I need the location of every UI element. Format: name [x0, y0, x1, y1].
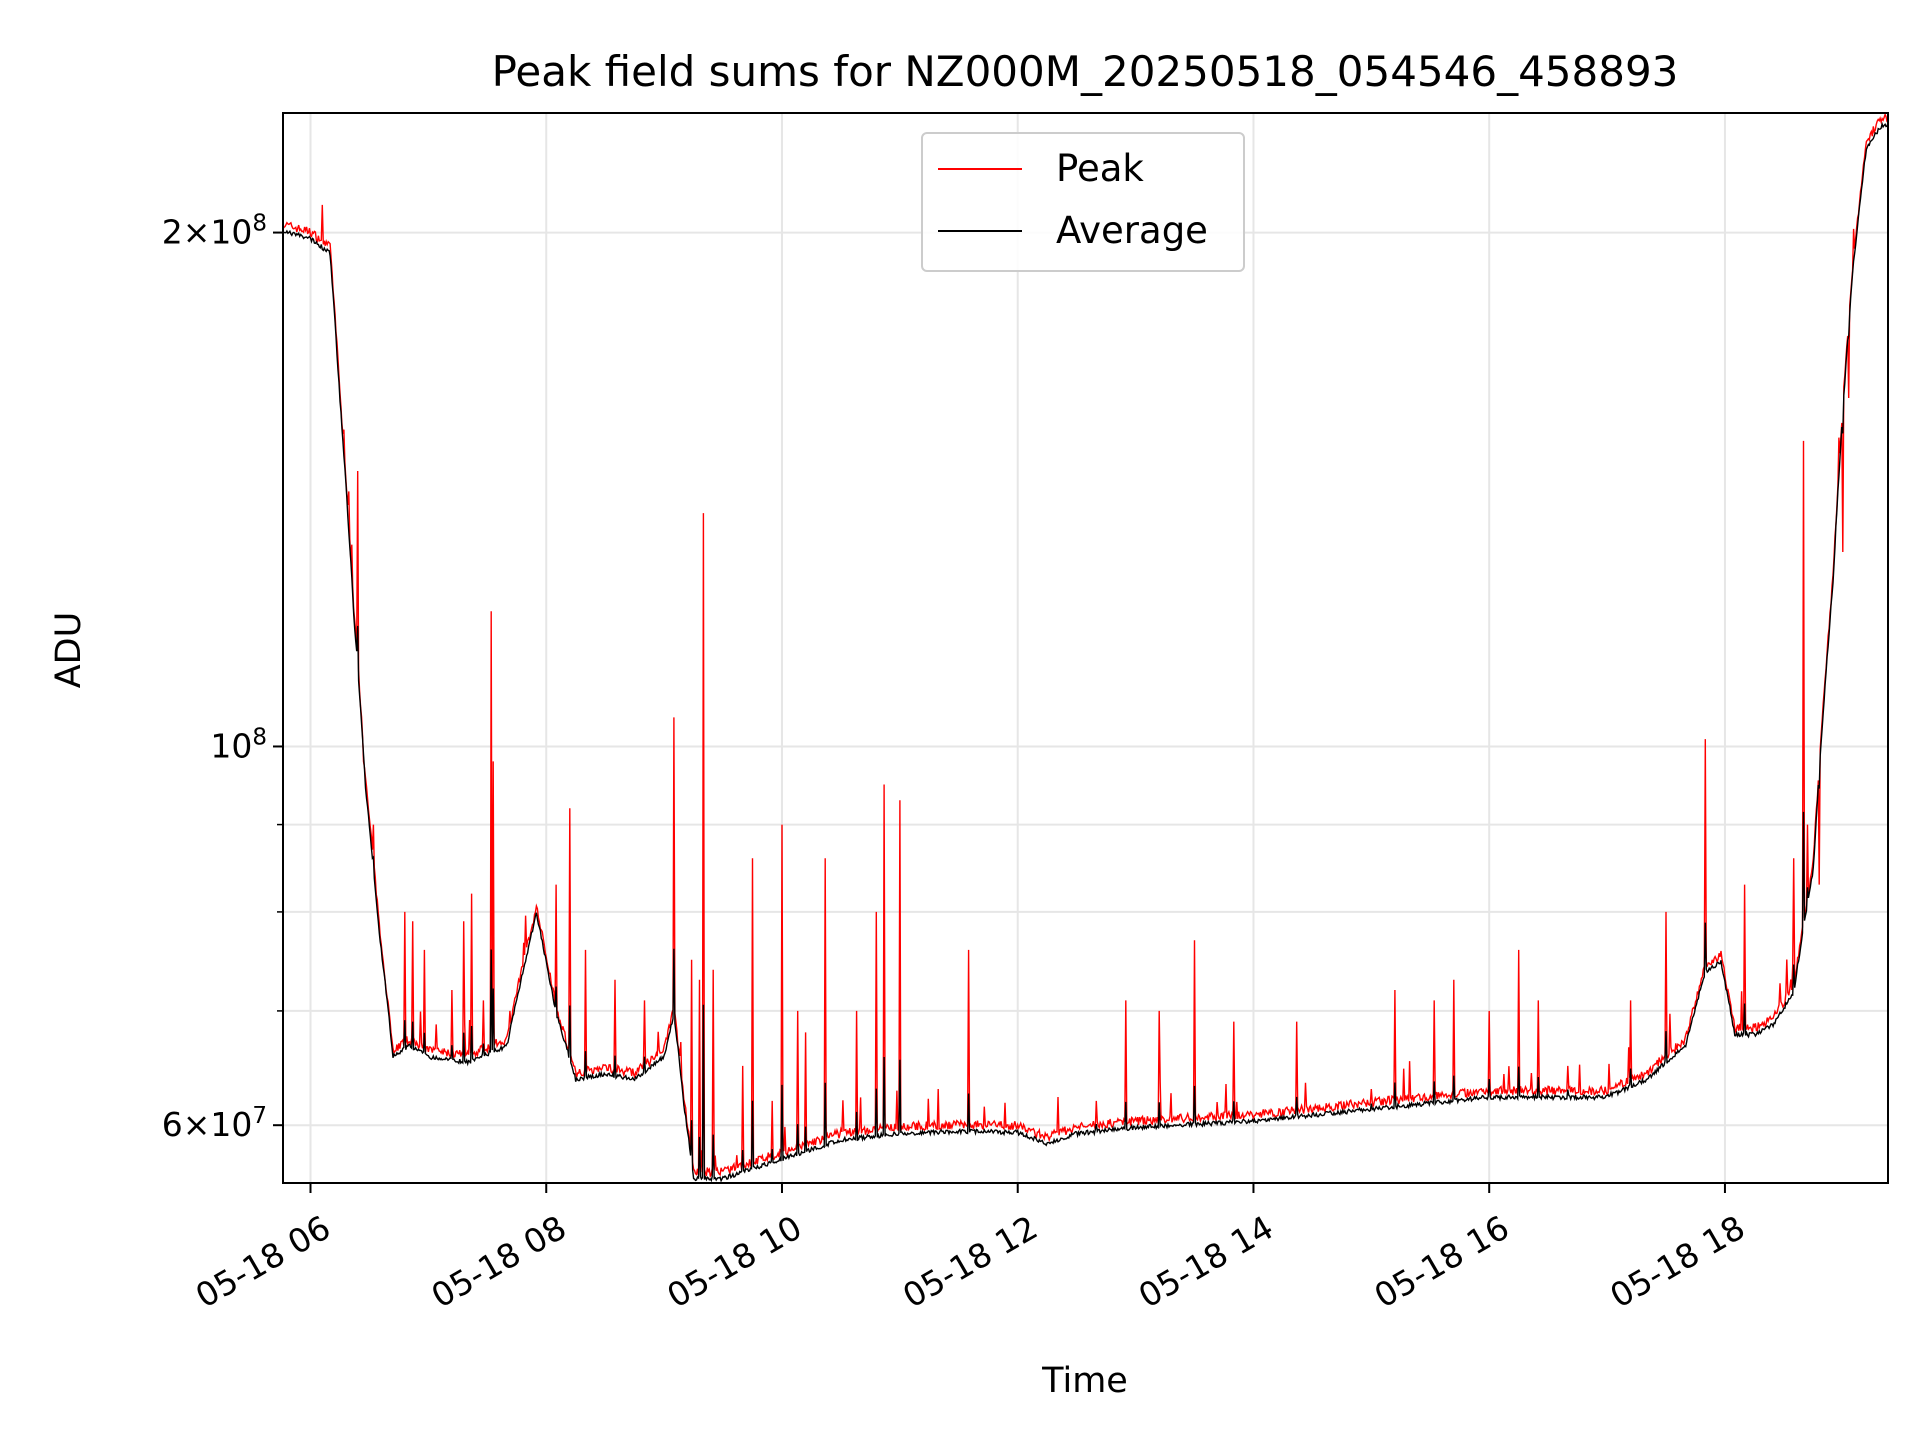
- grid-lines: [283, 113, 1888, 1183]
- series-peak: [282, 112, 1889, 1179]
- legend-box: [921, 132, 1245, 272]
- series-average: [282, 121, 1889, 1183]
- legend-label-average: Average: [1056, 209, 1208, 252]
- y-tick-label: 108: [210, 724, 267, 765]
- legend: Peak Average: [921, 132, 1245, 272]
- y-axis-label: ADU: [49, 612, 89, 689]
- chart-title: Peak field sums for NZ000M_20250518_0545…: [492, 47, 1679, 96]
- legend-label-peak: Peak: [1056, 147, 1144, 190]
- line-peak: [282, 112, 1889, 1179]
- plot-frame: [282, 112, 1889, 1184]
- x-axis-label: Time: [1041, 1361, 1128, 1401]
- y-tick-label: 6×107: [162, 1103, 267, 1144]
- y-tick-label: 2×108: [162, 211, 267, 252]
- line-average: [282, 121, 1889, 1183]
